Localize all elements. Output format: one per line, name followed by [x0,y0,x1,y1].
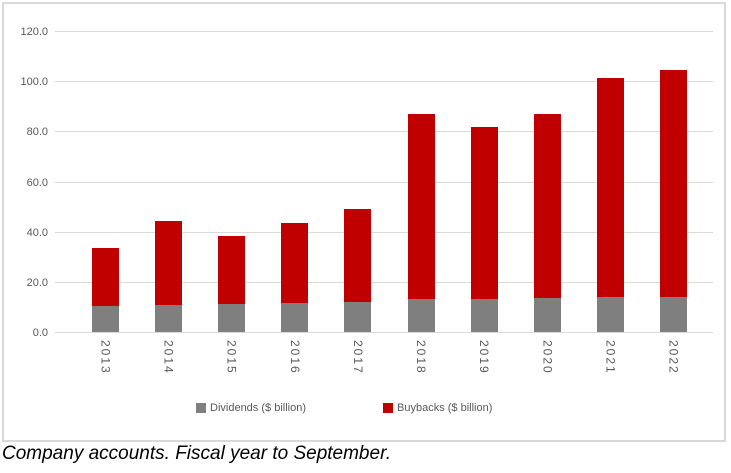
bar-segment-buybacks [597,78,624,297]
x-tick-label: 2022 [666,340,681,375]
y-tick-label: 120.0 [20,26,48,38]
y-tick-label: 80.0 [26,126,48,139]
bar-segment-dividends [281,302,309,332]
gridline [55,181,713,183]
bar-segment-dividends [407,299,435,332]
legend-item: Dividends ($ billion) [196,401,306,415]
x-tick-label: 2021 [603,340,618,375]
x-tick-label: 2016 [287,340,302,375]
bar-segment-dividends [597,296,624,332]
y-tick-label: 40.0 [26,226,48,239]
bar-segment-dividends [660,296,688,332]
bar-segment-buybacks [91,247,119,307]
bar-segment-buybacks [218,236,246,305]
bar-segment-dividends [533,297,561,332]
gridline [55,81,713,83]
bar-segment-dividends [91,306,119,332]
y-tick-label: 20.0 [26,276,48,289]
y-tick-label: 0.0 [32,327,48,339]
gridline [55,281,713,283]
bar-segment-buybacks [533,114,561,298]
gridline [55,332,713,333]
bar-segment-dividends [470,299,498,332]
legend-label: Dividends ($ billion) [210,402,306,414]
legend-swatch-icon [196,403,206,413]
bar-segment-dividends [344,301,372,332]
x-tick-label: 2014 [161,340,176,375]
legend-swatch-icon [383,403,393,413]
bar-segment-dividends [218,304,246,332]
source-caption: Company accounts. Fiscal year to Septemb… [2,443,391,464]
x-tick-label: 2017 [350,340,365,375]
x-tick-label: 2019 [477,340,492,375]
bar-segment-buybacks [407,113,435,300]
bar-segment-buybacks [470,126,498,300]
legend-label: Buybacks ($ billion) [397,402,493,414]
x-tick-label: 2020 [540,340,555,375]
y-tick-label: 60.0 [26,176,48,189]
x-tick-label: 2018 [414,340,429,375]
x-tick-label: 2013 [98,340,113,375]
bar-segment-buybacks [660,69,688,297]
x-tick-label: 2015 [224,340,239,375]
bar-segment-dividends [154,305,182,332]
gridline [55,131,713,133]
legend-item: Buybacks ($ billion) [383,401,492,415]
gridline [55,231,713,233]
bar-segment-buybacks [154,221,182,306]
y-tick-label: 100.0 [20,76,48,89]
bar-segment-buybacks [281,222,309,303]
gridline [55,31,713,32]
chart-frame: 0.0 20.0 40.0 60.0 80.0 100.0 120.0 2013 2014 20… [2,2,726,442]
bar-segment-buybacks [344,209,372,302]
